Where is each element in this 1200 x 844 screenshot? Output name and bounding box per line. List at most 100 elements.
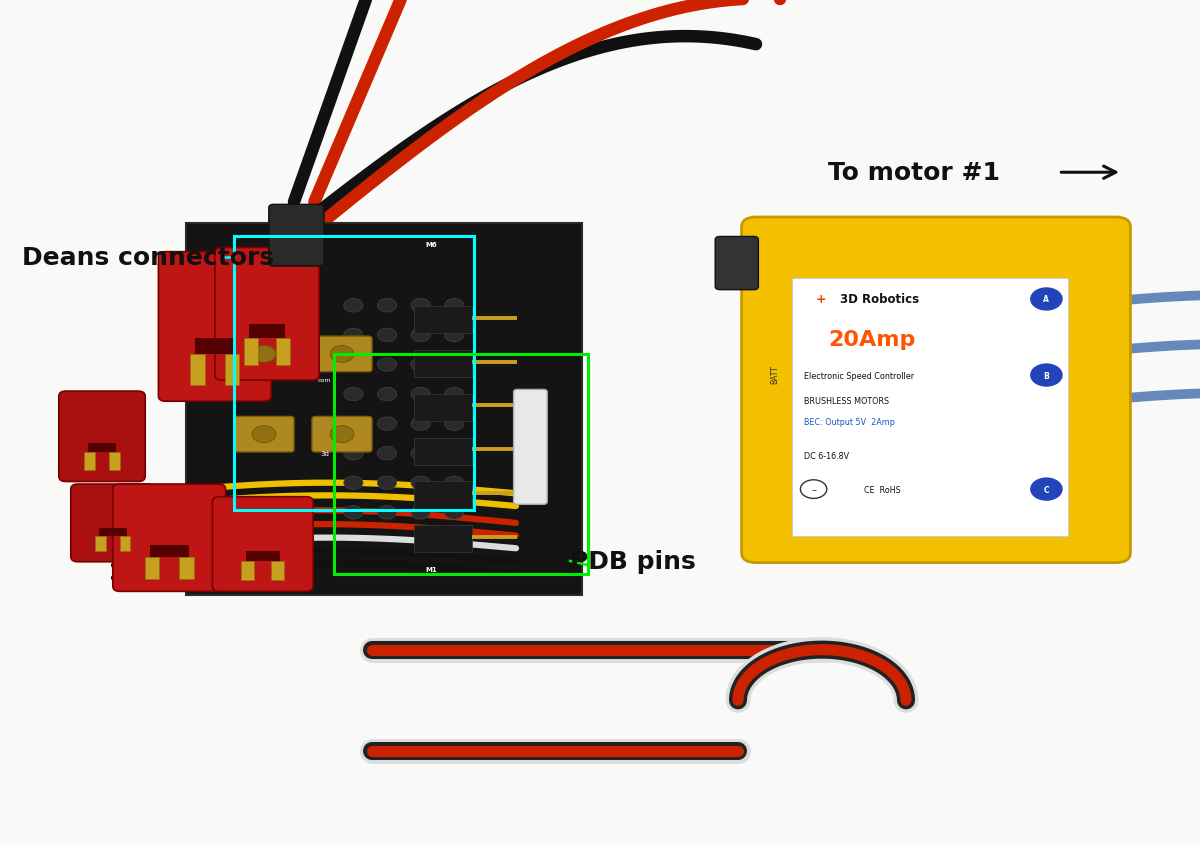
FancyBboxPatch shape xyxy=(71,484,155,562)
Text: CE  RoHS: CE RoHS xyxy=(864,485,901,494)
Bar xyxy=(179,558,194,579)
Text: M6: M6 xyxy=(426,241,437,248)
Bar xyxy=(224,354,240,386)
Bar xyxy=(84,452,95,470)
Circle shape xyxy=(1031,479,1062,500)
Bar xyxy=(414,482,472,509)
Circle shape xyxy=(344,388,364,402)
Bar xyxy=(250,324,286,338)
Bar xyxy=(271,561,284,580)
Bar xyxy=(414,438,472,465)
Circle shape xyxy=(444,328,463,343)
Bar xyxy=(120,537,131,552)
Circle shape xyxy=(444,418,463,431)
Text: +: + xyxy=(816,293,827,306)
Circle shape xyxy=(410,359,431,371)
Circle shape xyxy=(410,447,431,461)
Bar xyxy=(245,338,258,365)
Circle shape xyxy=(410,418,431,431)
Text: BATT: BATT xyxy=(770,365,780,383)
Circle shape xyxy=(344,447,364,461)
Bar xyxy=(196,338,234,354)
FancyBboxPatch shape xyxy=(312,337,372,372)
Circle shape xyxy=(410,328,431,343)
Circle shape xyxy=(377,328,396,343)
Text: C: C xyxy=(1044,485,1049,494)
Text: 3d: 3d xyxy=(320,451,329,457)
FancyBboxPatch shape xyxy=(158,252,271,402)
Bar xyxy=(150,546,188,557)
Text: Electronic Speed Controller: Electronic Speed Controller xyxy=(804,371,914,380)
FancyBboxPatch shape xyxy=(312,417,372,452)
Circle shape xyxy=(252,426,276,443)
Circle shape xyxy=(377,418,396,431)
Bar xyxy=(186,224,582,595)
FancyBboxPatch shape xyxy=(215,248,319,381)
Bar xyxy=(98,528,127,537)
Text: To motor #1: To motor #1 xyxy=(828,161,1000,185)
Bar xyxy=(96,537,106,552)
Bar xyxy=(792,279,1068,536)
Bar xyxy=(190,354,205,386)
Circle shape xyxy=(344,418,364,431)
Circle shape xyxy=(344,328,364,343)
Text: Deans connectors: Deans connectors xyxy=(22,246,274,269)
Bar xyxy=(234,236,474,511)
Bar xyxy=(334,354,588,574)
Bar xyxy=(241,561,254,580)
FancyBboxPatch shape xyxy=(59,392,145,482)
Circle shape xyxy=(1031,289,1062,311)
Circle shape xyxy=(444,388,463,402)
Circle shape xyxy=(444,359,463,371)
Circle shape xyxy=(410,300,431,313)
Text: M1: M1 xyxy=(426,566,437,573)
Circle shape xyxy=(377,447,396,461)
Bar xyxy=(276,338,289,365)
Text: PDB pins: PDB pins xyxy=(570,549,696,573)
Circle shape xyxy=(444,447,463,461)
Text: B: B xyxy=(1044,371,1049,380)
Bar xyxy=(109,452,120,470)
Circle shape xyxy=(377,476,396,490)
Text: 20Amp: 20Amp xyxy=(828,329,916,349)
Text: BRUSHLESS MOTORS: BRUSHLESS MOTORS xyxy=(804,397,889,405)
Text: 3D Robotics: 3D Robotics xyxy=(840,293,919,306)
FancyBboxPatch shape xyxy=(742,218,1130,563)
Circle shape xyxy=(410,476,431,490)
Bar xyxy=(414,394,472,421)
Circle shape xyxy=(410,506,431,520)
Circle shape xyxy=(330,346,354,363)
Text: BEC: Output 5V  2Amp: BEC: Output 5V 2Amp xyxy=(804,418,895,426)
Circle shape xyxy=(1031,365,1062,387)
Circle shape xyxy=(444,476,463,490)
Circle shape xyxy=(344,476,364,490)
FancyBboxPatch shape xyxy=(212,497,313,592)
Bar xyxy=(145,558,160,579)
Circle shape xyxy=(377,359,396,371)
Circle shape xyxy=(330,426,354,443)
Circle shape xyxy=(344,359,364,371)
Bar xyxy=(88,443,116,452)
Circle shape xyxy=(444,300,463,313)
Bar xyxy=(414,306,472,333)
Text: DC 6-16.8V: DC 6-16.8V xyxy=(804,452,850,460)
Text: A: A xyxy=(1044,295,1049,304)
Circle shape xyxy=(344,506,364,520)
Bar xyxy=(414,350,472,377)
FancyBboxPatch shape xyxy=(269,205,324,267)
FancyBboxPatch shape xyxy=(113,484,226,592)
FancyBboxPatch shape xyxy=(514,390,547,505)
Text: –: – xyxy=(811,484,816,495)
Circle shape xyxy=(377,388,396,402)
Circle shape xyxy=(344,300,364,313)
FancyBboxPatch shape xyxy=(234,337,294,372)
Circle shape xyxy=(410,388,431,402)
Circle shape xyxy=(377,506,396,520)
FancyBboxPatch shape xyxy=(234,417,294,452)
Text: com: com xyxy=(318,377,331,382)
FancyBboxPatch shape xyxy=(715,237,758,290)
Circle shape xyxy=(252,346,276,363)
Circle shape xyxy=(377,300,396,313)
Bar xyxy=(246,551,280,561)
Circle shape xyxy=(444,506,463,520)
